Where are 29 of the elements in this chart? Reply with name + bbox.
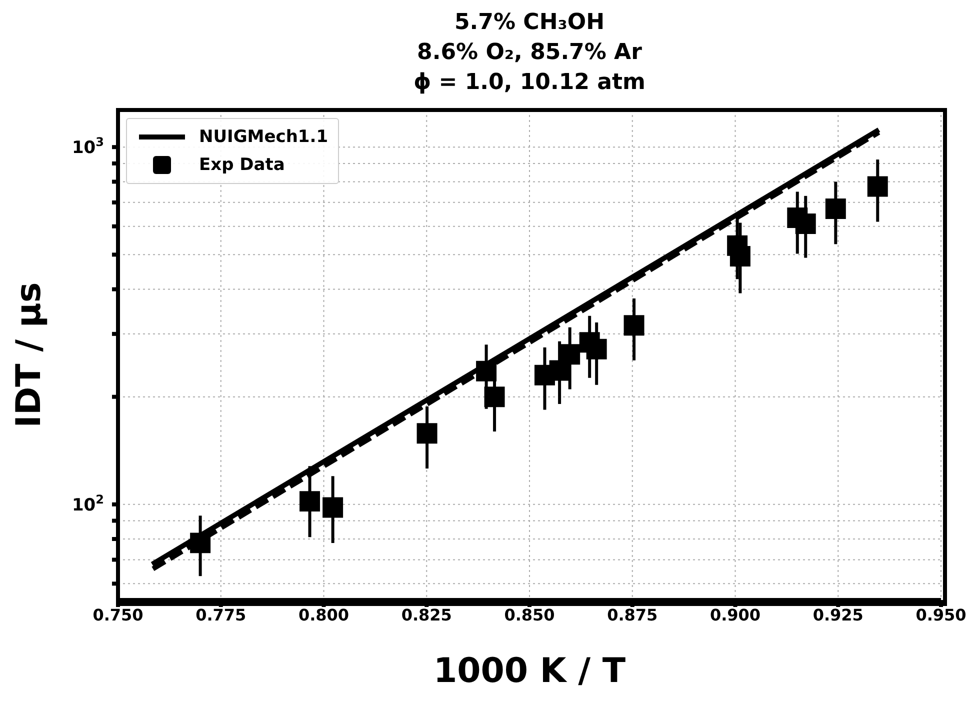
point bbox=[560, 344, 580, 365]
x-tick-label: 0.900 bbox=[710, 605, 761, 624]
x-tick-label: 0.925 bbox=[812, 605, 864, 624]
point bbox=[300, 491, 320, 512]
point bbox=[624, 315, 644, 336]
x-tick-label: 0.950 bbox=[916, 605, 966, 624]
x-axis-title: 1000 K / T bbox=[433, 651, 626, 691]
x-tick-label: 0.875 bbox=[607, 605, 658, 624]
point bbox=[586, 338, 607, 360]
y-tick-label: 10$^{3}$ bbox=[72, 135, 104, 158]
x-tick-label: 0.750 bbox=[92, 605, 144, 624]
point bbox=[730, 246, 750, 266]
point bbox=[322, 497, 344, 518]
point bbox=[825, 198, 846, 220]
legend-label: Exp Data bbox=[199, 155, 285, 175]
chart-title: 5.7% CH₃OH 8.6% O₂, 85.7% Ar ϕ = 1.0, 10.12 atm bbox=[412, 9, 646, 97]
x-tick-label: 0.775 bbox=[196, 605, 246, 624]
point bbox=[476, 360, 497, 382]
x-tick-label: 0.850 bbox=[504, 605, 555, 624]
point bbox=[484, 386, 505, 408]
y-axis-title: IDT / μs bbox=[9, 282, 50, 428]
point bbox=[867, 176, 888, 197]
x-tick-label: 0.800 bbox=[298, 605, 350, 624]
point bbox=[795, 214, 816, 234]
point bbox=[190, 532, 211, 554]
point bbox=[416, 423, 438, 444]
legend-label: NUIGMech1.1 bbox=[199, 127, 328, 147]
x-tick-label: 0.825 bbox=[401, 605, 452, 624]
y-tick-label: 10$^{2}$ bbox=[72, 492, 104, 516]
